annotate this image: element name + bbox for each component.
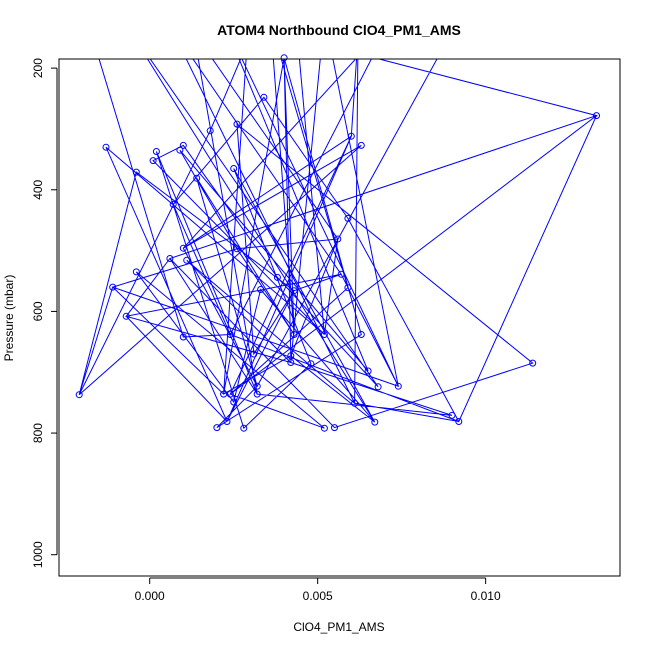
data-point (226, 331, 234, 338)
data-point (132, 168, 140, 176)
data-point (334, 235, 342, 243)
data-point (394, 382, 402, 390)
data-point (371, 418, 379, 426)
data-point (149, 157, 157, 165)
data-point (287, 352, 295, 360)
data-point (320, 424, 328, 432)
data-point (351, 399, 359, 407)
y-tick-label: 1000 (31, 541, 45, 568)
data-point (233, 245, 241, 253)
data-point (122, 312, 130, 320)
data-point (233, 120, 241, 128)
data-point (253, 390, 261, 398)
chart-title: ATOM4 Northbound ClO4_PM1_AMS (217, 22, 461, 38)
series-line (78, 59, 599, 430)
data-point (240, 424, 248, 432)
data-point (290, 331, 298, 338)
data-point (331, 424, 338, 432)
data-point (206, 127, 214, 135)
data-point (220, 390, 228, 398)
data-point (448, 411, 456, 419)
data-point (169, 200, 177, 208)
data-point (593, 112, 600, 120)
data-point (344, 284, 352, 292)
data-point (179, 333, 187, 341)
data-point (280, 54, 288, 62)
data-point (529, 359, 537, 367)
data-point (176, 146, 184, 154)
data-point (226, 390, 234, 398)
data-point (374, 383, 382, 391)
data-point (357, 331, 365, 338)
data-point (455, 418, 463, 425)
data-point (179, 141, 187, 149)
data-point (166, 255, 174, 262)
data-point (179, 244, 187, 252)
data-point (152, 148, 160, 155)
data-point (230, 398, 238, 406)
y-tick-label: 600 (31, 301, 45, 321)
data-point (307, 360, 315, 368)
x-axis: 0.000 0.005 0.010 (135, 577, 501, 603)
data-point (250, 350, 258, 358)
data-point (230, 165, 238, 172)
data-point (290, 287, 298, 295)
data-point (337, 270, 345, 278)
data-point (344, 214, 352, 222)
data-point (257, 286, 265, 293)
data-point (223, 418, 231, 425)
data-point (183, 256, 191, 264)
y-tick-label: 800 (31, 423, 45, 443)
plot-frame (58, 58, 621, 577)
x-tick-label: 0.000 (135, 589, 165, 603)
x-tick-label: 0.005 (303, 589, 333, 603)
x-axis-label: ClO4_PM1_AMS (293, 620, 384, 634)
data-point (260, 93, 268, 101)
y-tick-label: 400 (31, 179, 45, 199)
data-point (347, 132, 355, 140)
y-axis-label: Pressure (mbar) (2, 275, 16, 362)
data-point (109, 283, 117, 291)
plot-area (58, 54, 621, 577)
x-tick-label: 0.010 (471, 589, 501, 603)
data-point (75, 391, 83, 399)
data-point (320, 331, 328, 338)
data-point (253, 382, 261, 390)
y-axis: 200 400 600 800 1000 (31, 58, 58, 568)
data-point (132, 268, 140, 276)
y-tick-label: 200 (31, 58, 45, 78)
data-point (364, 367, 372, 375)
data-point (357, 141, 365, 149)
series-lines (78, 59, 599, 430)
series-points (75, 54, 600, 432)
data-point (102, 143, 110, 151)
data-point (193, 174, 201, 182)
data-point (287, 359, 295, 366)
data-point (213, 424, 221, 432)
data-point (273, 273, 281, 281)
